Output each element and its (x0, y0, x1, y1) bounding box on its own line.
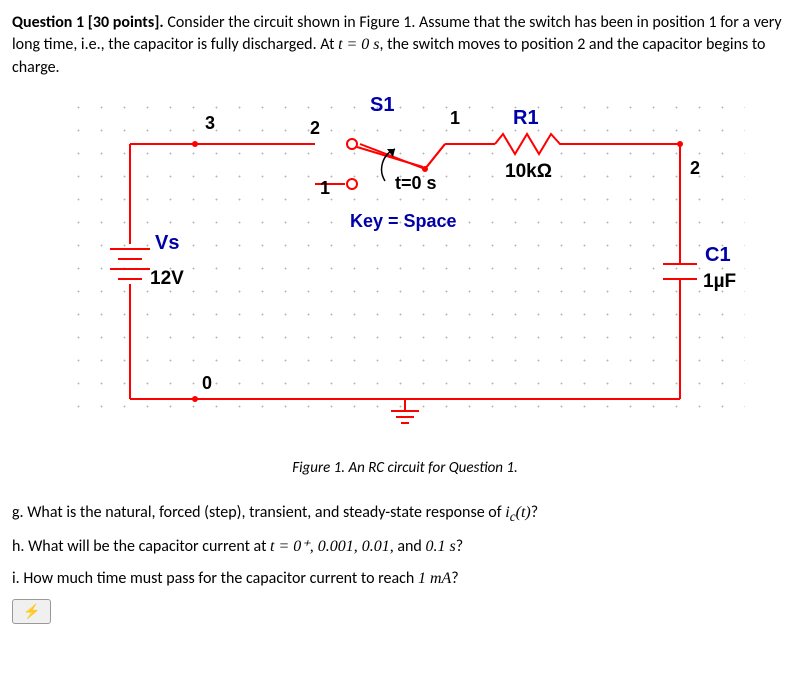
sub-i: i. How much time must pass for the capac… (12, 563, 798, 595)
lightning-icon: ⚡ (23, 603, 40, 620)
sub-h: h. What will be the capacitor current at… (12, 531, 798, 563)
source-label: Vs (155, 232, 179, 254)
node-3-label: 3 (205, 113, 215, 133)
resistor-label: R1 (513, 107, 539, 129)
flash-button[interactable]: ⚡ (12, 599, 51, 624)
source-value: 12V (150, 268, 184, 289)
question-header: Question 1 [30 points]. Consider the cir… (12, 12, 798, 79)
switch-pos1-label: 1 (320, 178, 330, 198)
switch-label: S1 (370, 94, 394, 116)
switch-pos2-label: 2 (310, 118, 320, 138)
capacitor-label: C1 (705, 244, 731, 266)
figure-caption: Figure 1. An RC circuit for Question 1. (12, 459, 798, 477)
question-title: Question 1 [30 points]. (12, 13, 164, 32)
node-0-label: 0 (202, 373, 212, 393)
switch-key: Key = Space (350, 211, 457, 231)
figure-container: 3 0 2 S1 2 1 1 t=0 s Key = Space R1 10kΩ… (12, 89, 798, 449)
circuit-diagram: 3 0 2 S1 2 1 1 t=0 s Key = Space R1 10kΩ… (55, 89, 755, 449)
resistor-value: 10kΩ (505, 161, 552, 182)
subquestions: g. What is the natural, forced (step), t… (12, 497, 798, 595)
node-2-label: 2 (690, 158, 700, 178)
switch-node1-label: 1 (450, 108, 460, 128)
capacitor-value: 1µF (703, 271, 736, 292)
sub-g: g. What is the natural, forced (step), t… (12, 497, 798, 531)
time-equation: t = 0 s (338, 36, 379, 53)
switch-time: t=0 s (395, 173, 437, 193)
